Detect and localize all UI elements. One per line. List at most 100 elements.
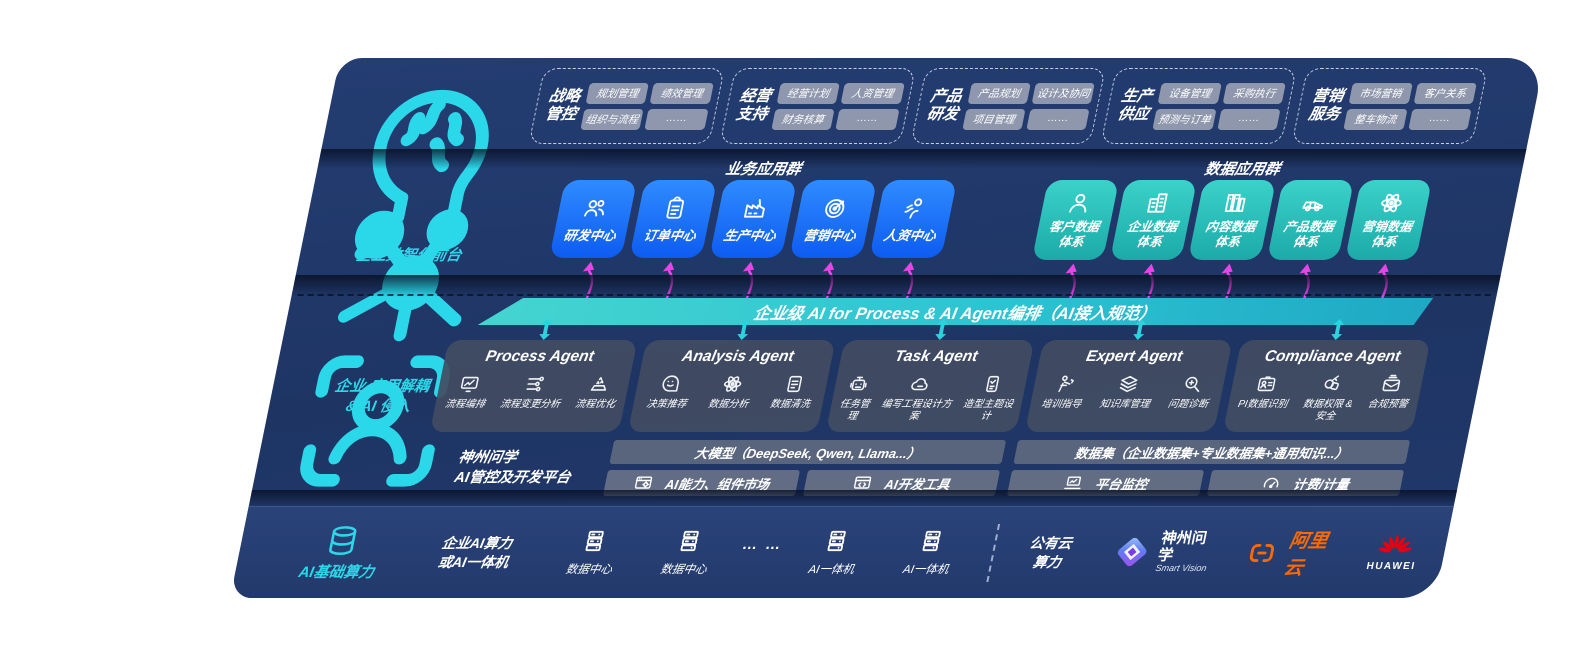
box-label: 人资中心 [882, 227, 938, 243]
agent-title: Task Agent [893, 348, 980, 365]
chip: 组织与流程 [580, 108, 645, 130]
agent-items: 任务管理 编写工程设计方案 造型主题设计 [831, 373, 1024, 422]
agent-items: PI数据识别 数据权限 & 安全 合规预警 [1228, 373, 1421, 422]
box-label: 客户数据 体系 [1047, 220, 1101, 249]
infra-band: AI基础算力 企业AI算力 或AI一体机 数据中心 数据中心 … … AI一体机… [230, 506, 1454, 598]
aliyun-name: 阿里云 [1281, 530, 1330, 579]
model-bar: 大模型（DeepSeek, Qwen, Llama...） [609, 440, 1007, 464]
front-groups-row: 战略 管控 规划管理 绩效管理 组织与流程 …… 经营 支持 经营计划 人资管理 财… [528, 68, 1488, 144]
atom-icon [719, 373, 745, 395]
agent-item: 问题诊断 [1167, 373, 1215, 411]
ai-appliance-node: AI一体机 [782, 528, 887, 577]
center-box-wrap: 营销中心 [789, 180, 878, 314]
box-label: 产品数据 体系 [1282, 220, 1336, 249]
expert-agent-card: Expert Agent 培训指导 知识库管理 问题诊断 [1024, 319, 1233, 432]
marketing-data-box: 营销数据 体系 [1344, 180, 1433, 260]
rnd-center-box: 研发中心 [549, 180, 638, 258]
server-icon [821, 528, 852, 554]
group-title: 生产 供应 [1116, 88, 1155, 123]
agent-item: 流程优化 [574, 373, 622, 411]
analysis-agent-card: Analysis Agent 决策推荐 数据分析 数据清洗 [628, 319, 836, 432]
hr-center-box: 人资中心 [869, 180, 958, 258]
customer-data-box: 客户数据 体系 [1031, 180, 1120, 260]
idcard-icon [1254, 373, 1280, 395]
group-chips: 经营计划 人资管理 财务核算 …… [771, 82, 905, 130]
chip: 产品规划 [967, 82, 1031, 104]
chip: 设计及协同 [1031, 82, 1096, 104]
ai-appliance-node: AI一体机 [877, 528, 982, 577]
agent-item: 数据分析 [707, 373, 755, 411]
factory-icon [740, 195, 771, 221]
huawei-name: HUAWEI [1365, 560, 1417, 572]
group-chips: 规划管理 绩效管理 组织与流程 …… [580, 82, 714, 130]
user-icon [1063, 190, 1094, 216]
agent-item: 任务管理 [831, 373, 881, 422]
chip: 人资管理 [840, 82, 905, 104]
product-data-box: 产品数据 体系 [1266, 180, 1354, 260]
platform-model-group: 大模型（DeepSeek, Qwen, Llama...） AI能力、组件市场 … [602, 440, 1007, 496]
monitor-icon [456, 373, 482, 395]
platform-name: 神州问学 AI管控及开发平台 [452, 449, 573, 486]
front-group-operation: 经营 支持 经营计划 人资管理 财务核算 …… [719, 68, 916, 144]
chip: 设备管理 [1158, 82, 1222, 104]
order-center-box: 订单中心 [629, 180, 718, 258]
datacenter-node: 数据中心 [540, 528, 645, 577]
ai-capability-cell: AI能力、组件市场 [602, 470, 801, 496]
data-boxes-row: 客户数据 体系 企业数据 体系 内容数据 体系 产品数据 体系 [1031, 180, 1433, 316]
gauge-icon [1260, 473, 1284, 493]
ai-devtools-cell: AI开发工具 [802, 470, 1001, 496]
platform-cells: 平台监控 计费/计量 [1006, 470, 1405, 496]
agent-items: 流程编排 流程变更分析 流程优化 [437, 373, 628, 411]
agent-title: Process Agent [484, 348, 596, 365]
front-group-marketing: 营销 服务 市场营销 客户关系 整车物流 …… [1291, 68, 1488, 144]
center-box-wrap: 生产中心 [709, 180, 798, 314]
front-group-product: 产品 研发 产品规划 设计及协同 项目管理 …… [910, 68, 1107, 144]
production-center-box: 生产中心 [709, 180, 798, 258]
group-title: 经营 支持 [734, 88, 773, 123]
chip: 规划管理 [585, 82, 650, 104]
huawei-logo: HUAWEI [1365, 534, 1422, 572]
target-icon [820, 195, 851, 221]
agent-item: 编写工程设计方案 [873, 373, 963, 422]
sync-arrow-icon [1328, 319, 1348, 340]
center-box-wrap: 人资中心 [869, 180, 958, 314]
box-label: 研发中心 [562, 227, 618, 243]
data-box-wrap: 企业数据 体系 [1110, 180, 1198, 316]
data-box-wrap: 产品数据 体系 [1266, 180, 1354, 316]
chip: 预测与订单 [1152, 108, 1217, 130]
agent-items: 培训指导 知识库管理 问题诊断 [1032, 373, 1223, 411]
ai-orchestration-banner: 企业级 AI for Process & AI Agent编排（AI接入规范） [478, 298, 1433, 325]
szwx-logo: 神州问学 Smart Vision [1109, 530, 1222, 574]
presenter-icon [1052, 373, 1078, 395]
szwx-subname: Smart Vision [1154, 563, 1208, 574]
business-apps-header: 业务应用群 [724, 161, 803, 178]
database-icon [321, 523, 364, 559]
building-icon [1142, 190, 1173, 216]
agent-item: 合规预警 [1366, 373, 1414, 411]
tablet-check-icon [979, 373, 1005, 395]
marketing-center-box: 营销中心 [789, 180, 878, 258]
chip: …… [1217, 108, 1281, 130]
business-boxes-row: 研发中心 订单中心 生产中心 营销中心 [549, 180, 958, 314]
chip: 经营计划 [776, 82, 841, 104]
sync-arrow-icon [535, 319, 555, 340]
group-title: 营销 服务 [1306, 88, 1345, 123]
server-icon [916, 528, 947, 554]
architecture-panel: 企业数智化前台 战略 管控 规划管理 绩效管理 组织与流程 …… 经营 支持 经营计… [230, 58, 1545, 598]
chip: 项目管理 [961, 108, 1026, 130]
agent-item: 流程编排 [444, 373, 492, 411]
center-box-wrap: 研发中心 [549, 180, 638, 314]
compliance-agent-card: Compliance Agent PI数据识别 数据权限 & 安全 合规预警 [1222, 319, 1431, 432]
agent-title: Expert Agent [1084, 348, 1185, 365]
shield-icon [1318, 373, 1344, 395]
group-title: 产品 研发 [925, 88, 964, 123]
spark-icon [586, 373, 612, 395]
chip: …… [1407, 108, 1472, 130]
sync-arrow-icon [1130, 319, 1150, 340]
enterprise-data-box: 企业数据 体系 [1110, 180, 1198, 260]
decoupling-dashed-line [297, 294, 1491, 296]
agent-item: 数据清洗 [769, 373, 817, 411]
process-agent-card: Process Agent 流程编排 流程变更分析 流程优化 [429, 319, 638, 432]
mail-alert-icon [1379, 373, 1405, 395]
data-apps-header: 数据应用群 [1203, 161, 1282, 178]
